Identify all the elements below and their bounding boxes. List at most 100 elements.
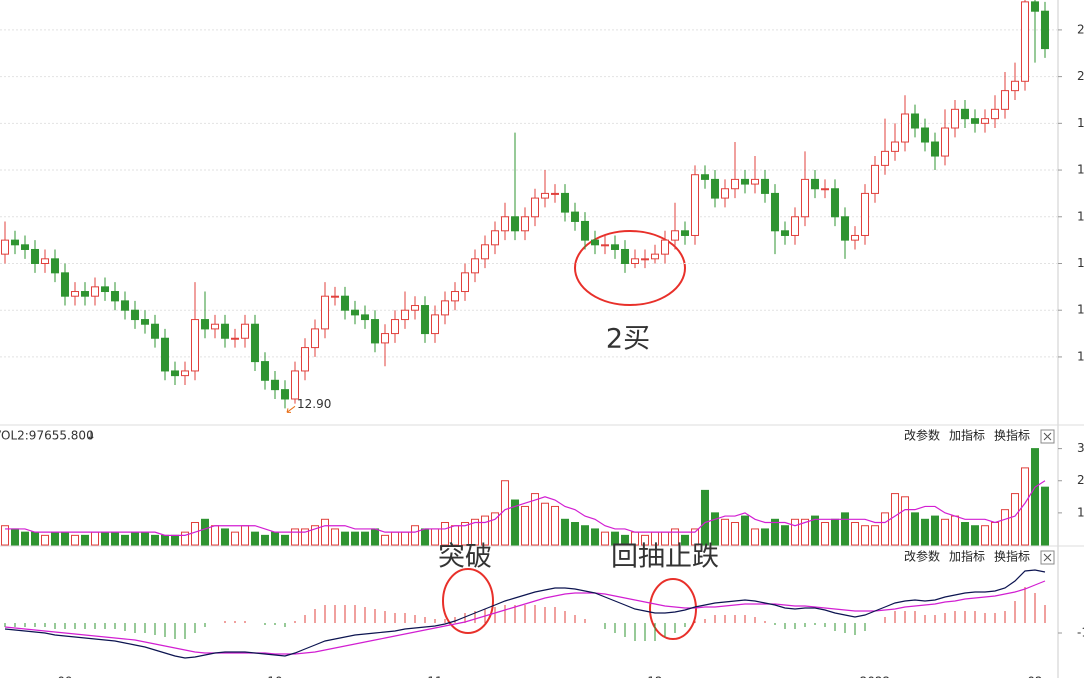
volume-bar — [371, 528, 379, 546]
min-arrow — [286, 405, 296, 413]
candle-body — [501, 216, 509, 232]
volume-bar — [1001, 509, 1009, 546]
volume-bar — [791, 518, 799, 546]
toolbar-button[interactable]: 加指标 — [949, 549, 985, 564]
volume-bar — [191, 522, 199, 546]
volume-bar — [471, 518, 479, 546]
annotation: 突破 — [438, 542, 492, 573]
dif-line — [4, 569, 1046, 659]
candle-body — [711, 178, 719, 199]
volume-bar — [871, 525, 879, 546]
volume-bar — [951, 515, 959, 546]
volume-bar — [771, 518, 779, 546]
volume-bar — [961, 522, 969, 546]
candle-body — [161, 337, 169, 372]
volume-bar — [1, 525, 9, 546]
volume-bar — [271, 531, 279, 546]
candle-body — [1041, 10, 1049, 50]
candle-body — [181, 370, 189, 377]
volume-bar — [211, 525, 219, 546]
candle-body — [151, 323, 159, 339]
candle-body — [511, 216, 519, 232]
toolbar-button[interactable]: 换指标 — [994, 428, 1030, 443]
candle-body — [81, 291, 89, 297]
candle-body — [321, 295, 329, 330]
candle-body — [121, 300, 129, 311]
candle-body — [851, 234, 859, 241]
candle-body — [211, 323, 219, 330]
volume-bar — [301, 528, 309, 546]
indicator-arrow: ↓ — [86, 429, 96, 443]
y-tick-label: 14 — [1077, 349, 1084, 363]
candle-body — [441, 300, 449, 316]
candle-body — [771, 192, 779, 232]
volume-bar — [601, 531, 609, 546]
candle-body — [841, 216, 849, 241]
candle-body — [561, 192, 569, 213]
dea-line — [4, 580, 1046, 655]
candle-body — [891, 141, 899, 152]
toolbar-button[interactable]: 换指标 — [994, 549, 1030, 564]
candle-body — [741, 178, 749, 185]
candle-body — [961, 108, 969, 120]
volume-bar — [91, 531, 99, 546]
volume-bar — [461, 522, 469, 546]
annotation: 回抽止跌 — [611, 542, 719, 573]
candle-body — [111, 291, 119, 302]
volume-bar — [861, 525, 869, 546]
candle-body — [41, 258, 49, 264]
candle-body — [91, 286, 99, 297]
volume-bar — [361, 531, 369, 546]
volume-bar — [61, 531, 69, 546]
volume-bar — [231, 531, 239, 546]
volume-bar — [411, 525, 419, 546]
candle-body — [271, 379, 279, 391]
x-tick-label: 11 — [427, 675, 442, 678]
volume-bar — [81, 534, 89, 546]
y-tick-label: 15 — [1077, 303, 1084, 317]
candle-body — [371, 319, 379, 344]
candle-body — [381, 333, 389, 344]
candle-body — [551, 192, 559, 195]
candle-body — [821, 188, 829, 191]
volume-bar — [741, 515, 749, 546]
candle-body — [431, 314, 439, 335]
candle-body — [141, 319, 149, 325]
candle-body — [191, 319, 199, 372]
volume-bar — [761, 528, 769, 546]
highlight-circle — [574, 230, 686, 306]
volume-bar — [261, 534, 269, 546]
candle-body — [51, 258, 59, 274]
min-price-label: 12.90 — [297, 397, 331, 411]
candle-body — [531, 197, 539, 218]
volume-bar — [131, 531, 139, 546]
candle-body — [861, 192, 869, 236]
candle-body — [541, 192, 549, 199]
y-tick-label: 19 — [1077, 116, 1084, 130]
volume-bar — [111, 531, 119, 546]
close-icon — [1043, 432, 1052, 441]
toolbar-button[interactable]: 改参数 — [904, 428, 940, 443]
candle-body — [761, 178, 769, 194]
x-tick-label: 2022 — [860, 675, 891, 678]
y-tick-label: 21 — [1077, 22, 1084, 36]
toolbar-button[interactable]: 加指标 — [949, 428, 985, 443]
candle-body — [101, 286, 109, 293]
volume-bar — [501, 480, 509, 546]
volume-bar — [511, 499, 519, 546]
toolbar-button[interactable]: 改参数 — [904, 549, 940, 564]
volume-bar — [41, 534, 49, 546]
volume-bar — [21, 531, 29, 546]
highlight-circle — [649, 578, 697, 640]
volume-bar — [201, 518, 209, 546]
y-tick-label: 16 — [1077, 256, 1084, 270]
candle-body — [871, 164, 879, 194]
candle-body — [591, 239, 599, 246]
volume-bar — [161, 534, 169, 546]
candle-body — [61, 272, 69, 297]
candle-body — [351, 309, 359, 316]
candle-body — [451, 291, 459, 302]
candle-body — [471, 258, 479, 274]
volume-bar — [721, 518, 729, 546]
